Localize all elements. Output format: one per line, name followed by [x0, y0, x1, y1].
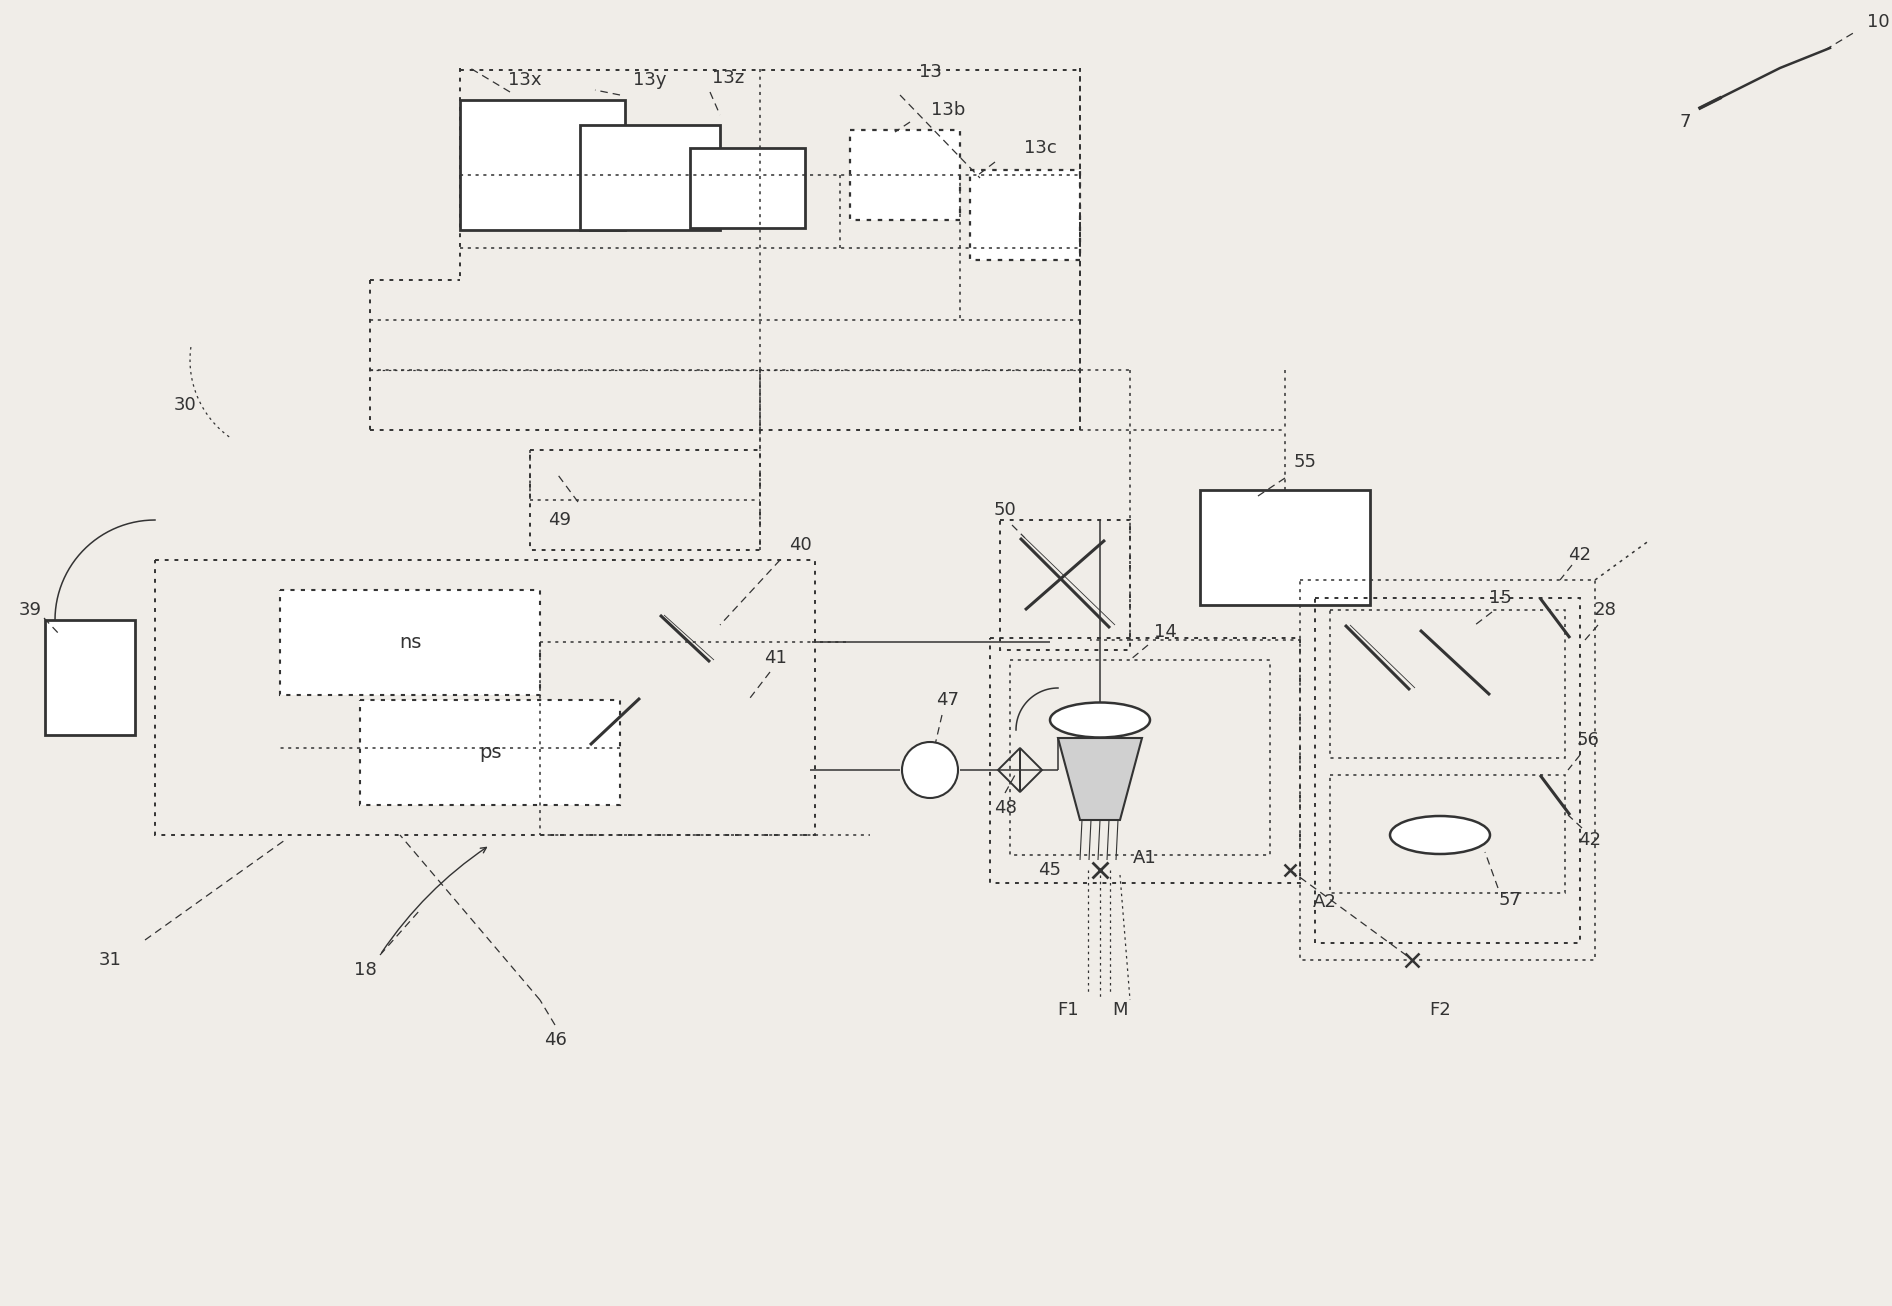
Bar — [155, 560, 815, 835]
Text: 13y: 13y — [634, 71, 666, 89]
Text: 57: 57 — [1498, 891, 1521, 909]
Polygon shape — [1058, 738, 1143, 820]
Text: 30: 30 — [174, 396, 197, 414]
Text: 41: 41 — [764, 649, 787, 667]
Bar — [45, 620, 134, 735]
Bar — [1330, 774, 1565, 893]
Text: 40: 40 — [789, 535, 812, 554]
Bar — [359, 700, 621, 804]
Text: A1: A1 — [1133, 849, 1156, 867]
Text: A2: A2 — [1313, 893, 1338, 912]
Text: M: M — [1112, 1000, 1128, 1019]
Text: F2: F2 — [1428, 1000, 1451, 1019]
Text: 7: 7 — [1680, 114, 1691, 131]
Text: 13: 13 — [918, 63, 942, 81]
Text: 48: 48 — [993, 799, 1016, 818]
Text: F1: F1 — [1058, 1000, 1078, 1019]
Bar — [530, 451, 761, 550]
Text: 39: 39 — [19, 601, 42, 619]
Text: 13z: 13z — [711, 69, 744, 88]
Bar — [1315, 598, 1580, 943]
Text: 10: 10 — [1867, 13, 1890, 31]
Text: 42: 42 — [1578, 831, 1601, 849]
Bar — [1330, 610, 1565, 757]
Text: 13b: 13b — [931, 101, 965, 119]
Bar — [971, 170, 1080, 260]
Text: 13x: 13x — [509, 71, 541, 89]
Bar — [1200, 490, 1370, 605]
Text: 45: 45 — [1039, 861, 1061, 879]
Bar — [850, 131, 959, 219]
Ellipse shape — [1050, 703, 1150, 738]
Text: 46: 46 — [543, 1030, 566, 1049]
Circle shape — [902, 742, 957, 798]
Text: 55: 55 — [1294, 453, 1317, 471]
Text: 15: 15 — [1489, 589, 1512, 607]
Text: ns: ns — [399, 632, 422, 652]
Bar — [280, 590, 539, 695]
Text: 31: 31 — [98, 951, 121, 969]
Ellipse shape — [1391, 816, 1491, 854]
Bar — [990, 639, 1300, 883]
Bar — [1010, 660, 1270, 855]
Bar — [1001, 520, 1130, 650]
Bar — [691, 148, 804, 229]
Bar — [460, 101, 624, 230]
Text: 18: 18 — [354, 961, 377, 980]
Text: 14: 14 — [1154, 623, 1177, 641]
Text: ps: ps — [479, 743, 501, 761]
Text: 47: 47 — [937, 691, 959, 709]
Bar — [581, 125, 721, 230]
Text: 50: 50 — [993, 502, 1016, 518]
Text: 42: 42 — [1568, 546, 1591, 564]
Text: 56: 56 — [1576, 731, 1599, 750]
Bar — [1300, 580, 1595, 960]
Text: 49: 49 — [549, 511, 571, 529]
Text: 28: 28 — [1593, 601, 1616, 619]
Text: 13c: 13c — [1024, 138, 1056, 157]
